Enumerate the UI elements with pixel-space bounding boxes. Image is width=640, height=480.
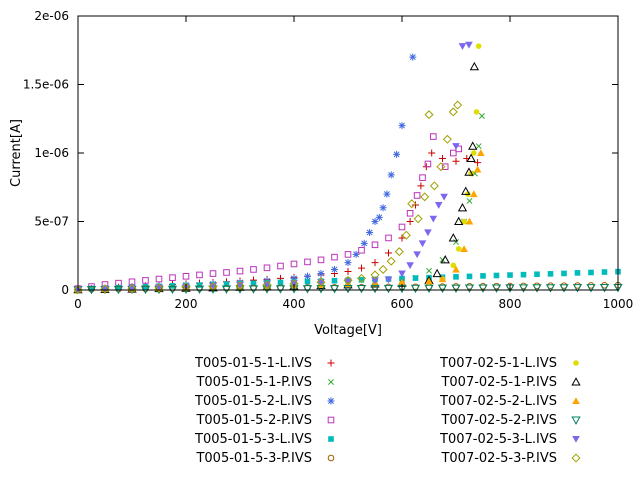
legend-label: T007-02-5-2-L.IVS (439, 394, 557, 409)
x-axis-label: Voltage[V] (314, 323, 382, 338)
legend-label: T005-01-5-1-P.IVS (195, 375, 312, 390)
legend-label: T007-02-5-1-P.IVS (440, 375, 557, 390)
series-T005-01-5-2-L.IVS (74, 53, 417, 293)
legend-item: T007-02-5-2-P.IVS (440, 413, 581, 428)
legend-label: T007-02-5-1-L.IVS (439, 356, 557, 371)
series-T007-02-5-2-L.IVS (74, 149, 485, 293)
series-T007-02-5-3-P.IVS (73, 100, 463, 295)
legend-item: T007-02-5-3-P.IVS (440, 451, 581, 466)
x-tick-label: 200 (175, 297, 198, 311)
series-T005-01-5-2-P.IVS (74, 133, 462, 292)
legend-label: T007-02-5-3-L.IVS (439, 432, 557, 447)
legend-item: T005-01-5-2-L.IVS (194, 394, 335, 409)
legend-label: T005-01-5-2-L.IVS (194, 394, 312, 409)
legend-label: T005-01-5-2-P.IVS (195, 413, 312, 428)
series-T005-01-5-1-P.IVS (75, 113, 485, 293)
plot-border (77, 15, 619, 291)
series-T007-02-5-1-L.IVS (75, 43, 482, 293)
legend-label: T007-02-5-3-P.IVS (440, 451, 557, 466)
series-T007-02-5-1-P.IVS (73, 61, 480, 294)
y-tick-label: 2e-06 (34, 9, 69, 23)
x-tick-label: 400 (283, 297, 306, 311)
legend-label: T007-02-5-2-P.IVS (440, 413, 557, 428)
legend-label: T005-01-5-3-L.IVS (194, 432, 312, 447)
legend-item: T005-01-5-3-L.IVS (194, 432, 334, 447)
y-tick-label: 1.5e-06 (23, 78, 69, 92)
legend-item: T007-02-5-1-L.IVS (439, 356, 579, 371)
x-tick-label: 1000 (603, 297, 634, 311)
y-tick-label: 5e-07 (34, 215, 69, 229)
legend-item: T005-01-5-1-L.IVS (194, 356, 335, 371)
legend-label: T005-01-5-1-L.IVS (194, 356, 312, 371)
legend: T005-01-5-1-L.IVS T005-01-5-1-P.IVS T005-0… (194, 356, 581, 466)
legend-item: T005-01-5-2-P.IVS (195, 413, 335, 428)
legend-item: T007-02-5-1-P.IVS (440, 375, 581, 390)
x-tick-label: 600 (391, 297, 414, 311)
legend-label: T005-01-5-3-P.IVS (195, 451, 312, 466)
y-tick-label: 1e-06 (34, 146, 69, 160)
y-axis-label: Current[A] (9, 119, 24, 187)
x-axis: 0 200 400 600 800 1000 (74, 16, 633, 311)
series-T007-02-5-3-L.IVS (74, 41, 473, 294)
legend-item: T005-01-5-1-P.IVS (195, 375, 334, 390)
y-axis: 0 5e-07 1e-06 1.5e-06 2e-06 (23, 9, 618, 297)
x-tick-label: 0 (74, 297, 82, 311)
y-tick-label: 0 (61, 283, 69, 297)
legend-item: T005-01-5-3-P.IVS (195, 451, 335, 466)
legend-item: T007-02-5-2-L.IVS (439, 394, 580, 409)
legend-item: T007-02-5-3-L.IVS (439, 432, 580, 447)
x-tick-label: 800 (499, 297, 522, 311)
